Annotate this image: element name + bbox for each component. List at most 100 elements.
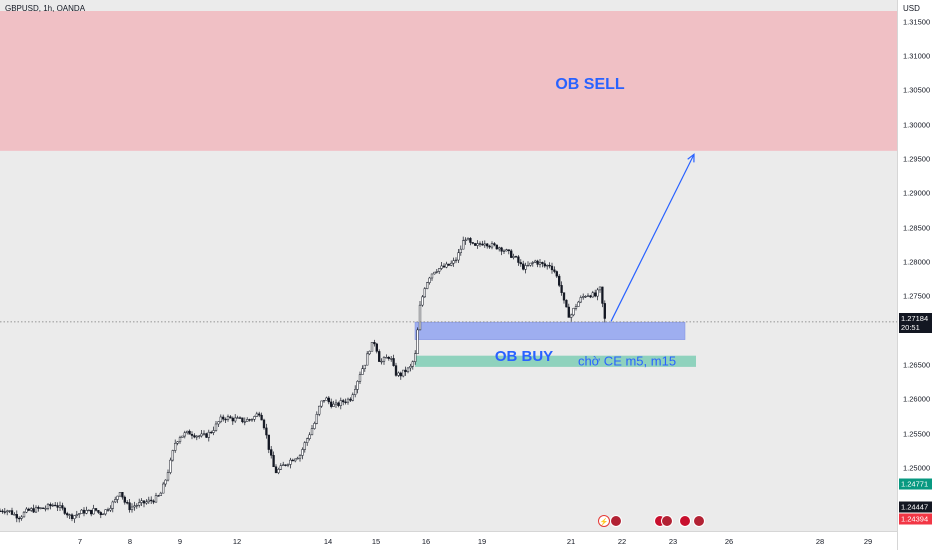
candle-body (459, 248, 462, 254)
symbol-label[interactable]: GBPUSD, 1h, OANDA (5, 4, 86, 13)
candle-body (121, 492, 124, 498)
candle-body (202, 433, 206, 435)
price-tick: 1.30000 (903, 120, 931, 130)
candle-body (205, 433, 208, 438)
candle-body (320, 400, 323, 407)
candle-body (190, 434, 194, 436)
candle-body (104, 509, 107, 515)
candle-body (241, 417, 244, 423)
candle-body (397, 372, 400, 376)
candle-body (334, 402, 338, 405)
candle-body (447, 263, 450, 266)
candle-body (171, 450, 174, 461)
candle-body (49, 504, 52, 507)
candle-body (505, 249, 508, 252)
candle-body (30, 508, 33, 511)
candle-body (61, 505, 64, 509)
candle-body (150, 499, 153, 502)
candle-body (130, 506, 134, 511)
candle-body (102, 513, 105, 516)
candle-body (186, 430, 189, 433)
candle-body (97, 510, 100, 513)
candle-body (212, 430, 215, 433)
candle-body (178, 437, 182, 443)
candle-body (118, 492, 122, 497)
candle-body (361, 368, 364, 375)
candle-body (99, 512, 102, 516)
candle-body (387, 357, 390, 359)
candle-body (339, 400, 342, 406)
candle-body (265, 427, 268, 436)
price-tick: 1.27500 (903, 291, 931, 301)
candle-body (310, 428, 314, 436)
candle-body (558, 275, 561, 286)
candle-body (217, 421, 220, 425)
candle-body (416, 329, 419, 354)
candle-body (1, 510, 4, 513)
candle-body (315, 414, 318, 424)
candle-body (493, 243, 496, 246)
candle-body (39, 507, 42, 509)
price-tick: 1.29500 (903, 154, 931, 164)
candle-body (548, 264, 551, 267)
price-axis[interactable]: USD 1.31500 1.31000 1.30500 1.30000 1.29… (897, 0, 932, 550)
candle-body (260, 414, 263, 421)
candle-body (138, 502, 141, 506)
candle-body (262, 419, 266, 429)
annotation-layer: OB SELL OB BUY chờ CE m5, m15 (495, 76, 695, 369)
candle-body (546, 264, 549, 267)
candle-body (198, 435, 201, 437)
candle-body (46, 504, 50, 509)
candle-body (452, 260, 455, 264)
candle-body (145, 501, 148, 504)
time-tick: 7 (77, 537, 83, 546)
candle-body (603, 303, 606, 319)
candle-body (154, 495, 158, 503)
candle-body (450, 262, 453, 266)
candle-body (418, 304, 422, 331)
candle-body (409, 365, 412, 369)
candle-body (502, 250, 506, 252)
candle-body (464, 239, 467, 241)
candle-body (87, 509, 90, 512)
candle-body (356, 381, 359, 390)
candle-body (56, 505, 59, 508)
time-axis[interactable]: 7 8 9 12 14 15 16 19 21 22 23 26 28 29 (0, 531, 897, 551)
candle-body (524, 265, 527, 270)
candle-body (44, 508, 47, 510)
candle-body (426, 282, 429, 289)
price-tick: 1.25000 (903, 463, 931, 473)
candle-body (303, 442, 306, 450)
time-tick: 12 (232, 537, 242, 546)
candle-body (114, 499, 117, 503)
candle-body (289, 459, 292, 465)
candle-body (32, 508, 35, 513)
candle-body (195, 435, 198, 438)
candle-body (236, 417, 239, 419)
candle-body (116, 495, 119, 500)
candle-body (8, 510, 11, 512)
candle-body (140, 500, 143, 503)
candle-body (570, 314, 573, 318)
candle-body (358, 374, 362, 382)
candle-body (404, 369, 407, 373)
candle-body (584, 296, 587, 298)
candle-body (486, 243, 489, 247)
candle-body (0, 510, 2, 512)
candle-body (128, 502, 131, 511)
candle-body (80, 509, 83, 514)
candle-body (565, 299, 568, 308)
price-chart[interactable]: OB SELL OB BUY chờ CE m5, m15 ⚡ (0, 0, 897, 531)
chart-plot-area[interactable]: OB SELL OB BUY chờ CE m5, m15 ⚡ GBPUSD, 1h… (0, 0, 897, 531)
time-tick: 22 (617, 537, 627, 546)
candle-body (346, 398, 350, 403)
candles-layer (0, 236, 606, 523)
price-tick: 1.25500 (903, 429, 931, 439)
candle-body (291, 459, 294, 462)
candle-body (181, 435, 184, 438)
candle-body (318, 405, 321, 415)
time-tick: 29 (863, 537, 873, 546)
ce-wait-zone (415, 355, 696, 367)
candle-body (210, 431, 213, 434)
